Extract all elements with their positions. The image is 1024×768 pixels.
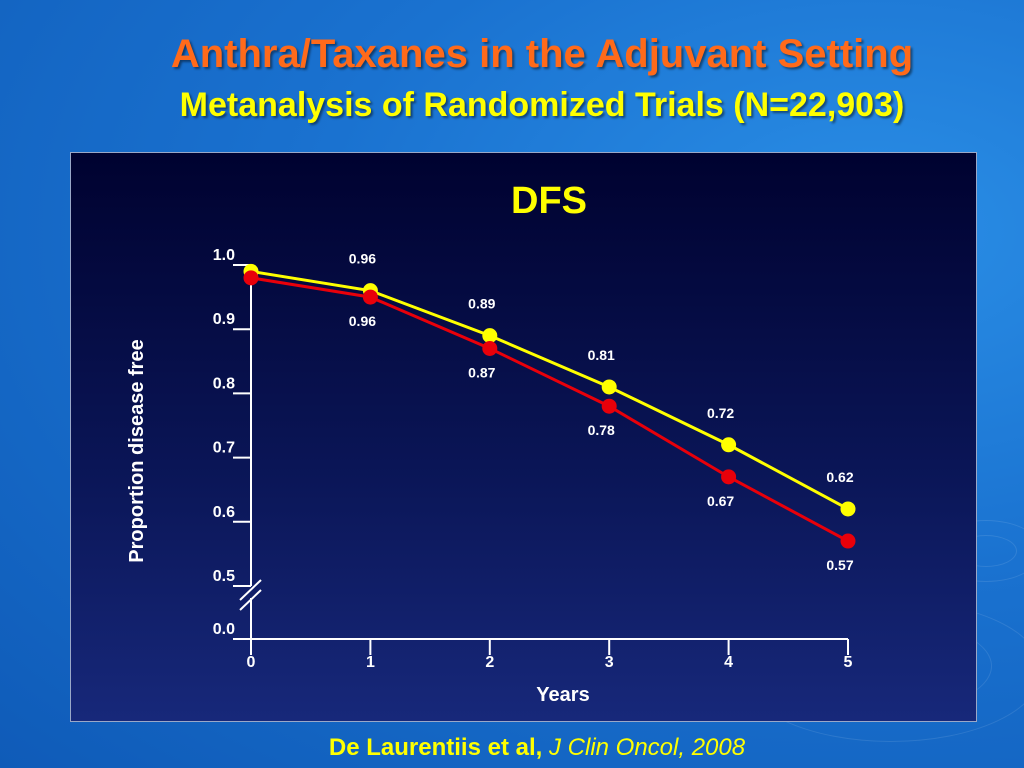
x-tick-label: 5: [844, 654, 853, 671]
chart-series: 0.96 0.89 0.81 0.72 0.62 0.96 0.87 0.78 0.67 0.57: [243, 251, 856, 573]
series-1-point: [482, 328, 498, 344]
chart-title: DFS: [511, 180, 587, 222]
slide-title: Anthra/Taxanes in the Adjuvant Setting: [170, 32, 914, 76]
series-2-line: [250, 276, 849, 543]
y-tick-label: 0.0: [213, 621, 235, 638]
series-1-data-label: 0.89: [468, 296, 495, 312]
series-2-point: [243, 270, 259, 286]
citation-journal: J Clin Oncol, 2008: [548, 734, 746, 761]
series-2-data-label: 0.78: [588, 422, 615, 438]
series-1-data-label: 0.62: [826, 469, 853, 485]
series-2-data-label: 0.96: [349, 313, 376, 329]
y-tick-label: 0.8: [213, 375, 235, 392]
series-2-point: [721, 469, 737, 485]
series-1-data-label: 0.72: [707, 405, 734, 421]
series-2-point: [840, 533, 856, 549]
chart-panel: DFS Proportion disease free Years 0.0 0.5…: [70, 152, 977, 722]
series-2-point: [362, 289, 378, 305]
chart-axes: 0.0 0.5 0.6 0.7 0.8 0.9 1.0 0 1 2 3 4 5: [213, 247, 853, 671]
y-tick-label: 0.9: [213, 311, 235, 328]
series-2-data-label: 0.67: [707, 493, 734, 509]
series-1-data-label: 0.81: [588, 347, 615, 363]
axis-break-mark: [239, 579, 262, 601]
x-tick-label: 0: [247, 654, 256, 671]
series-1-point: [840, 501, 856, 517]
y-tick-label: 0.7: [213, 440, 235, 457]
y-axis-label: Proportion disease free: [126, 339, 148, 562]
y-tick-label: 1.0: [213, 247, 235, 264]
x-tick-label: 3: [605, 654, 614, 671]
x-axis-label: Years: [536, 684, 589, 706]
x-tick-label: 4: [724, 654, 733, 671]
dfs-chart: DFS Proportion disease free Years 0.0 0.5…: [126, 180, 856, 706]
series-1-point: [721, 437, 737, 453]
citation-authors: De Laurentiis et al,: [328, 734, 543, 761]
series-2-data-label: 0.57: [826, 557, 853, 573]
series-2-point: [482, 340, 498, 356]
series-1-data-label: 0.96: [349, 251, 376, 267]
series-1-point: [601, 379, 617, 395]
series-2-point: [601, 398, 617, 414]
series-2-data-label: 0.87: [468, 364, 495, 380]
series-1-line: [250, 269, 849, 511]
axis-break-mark: [239, 589, 262, 611]
x-tick-label: 2: [485, 654, 494, 671]
y-tick-label: 0.5: [213, 568, 235, 585]
y-tick-label: 0.6: [213, 504, 235, 521]
slide-subtitle: Metanalysis of Randomized Trials (N=22,9…: [179, 86, 905, 124]
x-tick-label: 1: [366, 654, 375, 671]
citation: De Laurentiis et al, J Clin Oncol, 2008: [0, 734, 1024, 762]
